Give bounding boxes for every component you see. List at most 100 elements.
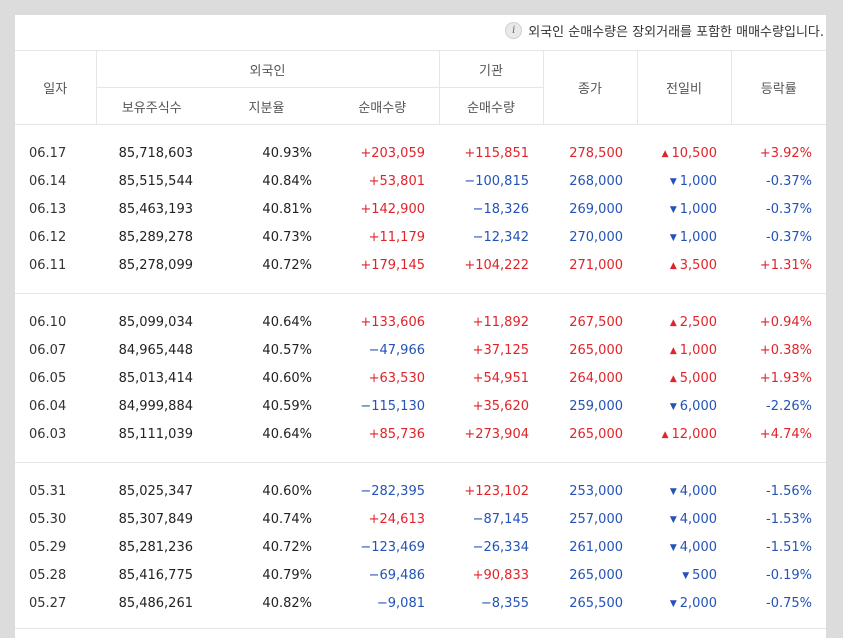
cell-rate: -0.37% [766,201,812,217]
info-icon[interactable]: i [505,22,523,39]
cell-foreign-net: +85,736 [368,426,425,442]
cell-share: 40.84% [262,173,312,189]
change-value: 4,000 [679,539,717,555]
cell-change: ▲ 5,000 [637,364,731,392]
cell-share: 40.64% [262,426,312,442]
table-row: 06.03 85,111,039 40.64% +85,736 +273,904 265,… [15,420,826,448]
cell-foreign-net: +142,900 [360,201,425,217]
cell-inst-net: +35,620 [472,398,529,414]
down-triangle-icon: ▼ [669,176,677,187]
cell-share: 40.59% [262,398,312,414]
cell-holdings: 85,289,278 [118,229,193,245]
table-row: 05.30 85,307,849 40.74% +24,613 −87,145 257,0… [15,505,826,533]
cell-change: ▲ 2,500 [637,308,731,336]
cell-change: ▼ 4,000 [637,505,731,533]
cell-change: ▼ 1,000 [637,167,731,195]
change-value: 10,500 [671,145,718,161]
cell-change: ▲ 12,000 [637,420,731,448]
table-row: 05.27 85,486,261 40.82% −9,081 −8,355 265,500… [15,589,826,617]
cell-change: ▼ 4,000 [637,477,731,505]
cell-rate: -0.37% [766,173,812,189]
trading-table: 일자 외국인 기관 종가 전일비 등락률 보유주식수 지분율 순매수량 순매수량… [15,51,826,631]
cell-inst-net: +54,951 [472,370,529,386]
cell-date: 05.29 [29,539,67,555]
cell-foreign-net: +179,145 [360,257,425,273]
header-holdings: 보유주식수 [95,87,207,125]
cell-change: ▼ 500 [637,561,731,589]
cell-close: 265,000 [569,426,623,442]
header-date: 일자 [15,51,96,125]
change-value: 500 [692,567,717,583]
cell-close: 257,000 [569,511,623,527]
cell-share: 40.81% [262,201,312,217]
change-value: 1,000 [679,229,717,245]
notice-bar: i 외국인 순매수량은 장외거래를 포함한 매매수량입니다. [15,15,826,51]
down-triangle-icon: ▼ [669,486,677,497]
cell-foreign-net: +11,179 [368,229,425,245]
down-triangle-icon: ▼ [669,542,677,553]
change-value: 4,000 [679,511,717,527]
cell-holdings: 85,099,034 [118,314,193,330]
cell-close: 267,500 [569,314,623,330]
cell-foreign-net: −9,081 [376,595,425,611]
cell-share: 40.73% [262,229,312,245]
header-rate: 등락률 [730,51,826,125]
table-header: 일자 외국인 기관 종가 전일비 등락률 보유주식수 지분율 순매수량 순매수량 [15,51,826,125]
down-triangle-icon: ▼ [682,570,690,581]
table-row: 05.28 85,416,775 40.79% −69,486 +90,833 265,0… [15,561,826,589]
header-foreign-net: 순매수량 [326,87,439,125]
cell-date: 06.03 [29,426,67,442]
header-change: 전일비 [636,51,731,125]
cell-inst-net: −18,326 [472,201,529,217]
cell-holdings: 85,307,849 [118,511,193,527]
cell-date: 06.13 [29,201,67,217]
change-value: 2,000 [679,595,717,611]
cell-change: ▼ 6,000 [637,392,731,420]
cell-rate: -1.56% [766,483,812,499]
cell-date: 05.30 [29,511,67,527]
cell-foreign-net: −282,395 [360,483,425,499]
up-triangle-icon: ▲ [669,260,677,271]
notice-text: 외국인 순매수량은 장외거래를 포함한 매매수량입니다. [528,25,824,40]
cell-rate: -0.37% [766,229,812,245]
cell-share: 40.72% [262,539,312,555]
cell-change: ▼ 1,000 [637,195,731,223]
cell-foreign-net: +24,613 [368,511,425,527]
cell-foreign-net: −47,966 [368,342,425,358]
cell-change: ▼ 4,000 [637,533,731,561]
cell-rate: +0.94% [759,314,812,330]
cell-rate: -1.51% [766,539,812,555]
cell-close: 261,000 [569,539,623,555]
change-value: 6,000 [679,398,717,414]
header-foreign: 외국인 [95,51,439,88]
cell-close: 268,000 [569,173,623,189]
cell-date: 06.11 [29,257,67,273]
cell-holdings: 85,416,775 [118,567,193,583]
cell-foreign-net: +53,801 [368,173,425,189]
cell-change: ▼ 1,000 [637,223,731,251]
down-triangle-icon: ▼ [669,598,677,609]
cell-inst-net: +11,892 [472,314,529,330]
cell-close: 264,000 [569,370,623,386]
cell-rate: +1.93% [759,370,812,386]
cell-holdings: 85,013,414 [118,370,193,386]
cell-date: 06.12 [29,229,67,245]
down-triangle-icon: ▼ [669,204,677,215]
down-triangle-icon: ▼ [669,401,677,412]
cell-rate: +1.31% [759,257,812,273]
group-spacer [15,448,826,463]
table-row: 06.13 85,463,193 40.81% +142,900 −18,326 269,… [15,195,826,223]
cell-foreign-net: +133,606 [360,314,425,330]
cell-inst-net: +123,102 [464,483,529,499]
down-triangle-icon: ▼ [669,232,677,243]
cell-holdings: 85,278,099 [118,257,193,273]
cell-holdings: 85,281,236 [118,539,193,555]
header-inst-net: 순매수량 [438,87,543,125]
table-row: 05.31 85,025,347 40.60% −282,395 +123,102 253… [15,477,826,505]
cell-share: 40.74% [262,511,312,527]
cell-change: ▲ 1,000 [637,336,731,364]
cell-share: 40.82% [262,595,312,611]
cell-inst-net: +115,851 [464,145,529,161]
group-spacer [15,125,826,140]
cell-holdings: 84,999,884 [118,398,193,414]
